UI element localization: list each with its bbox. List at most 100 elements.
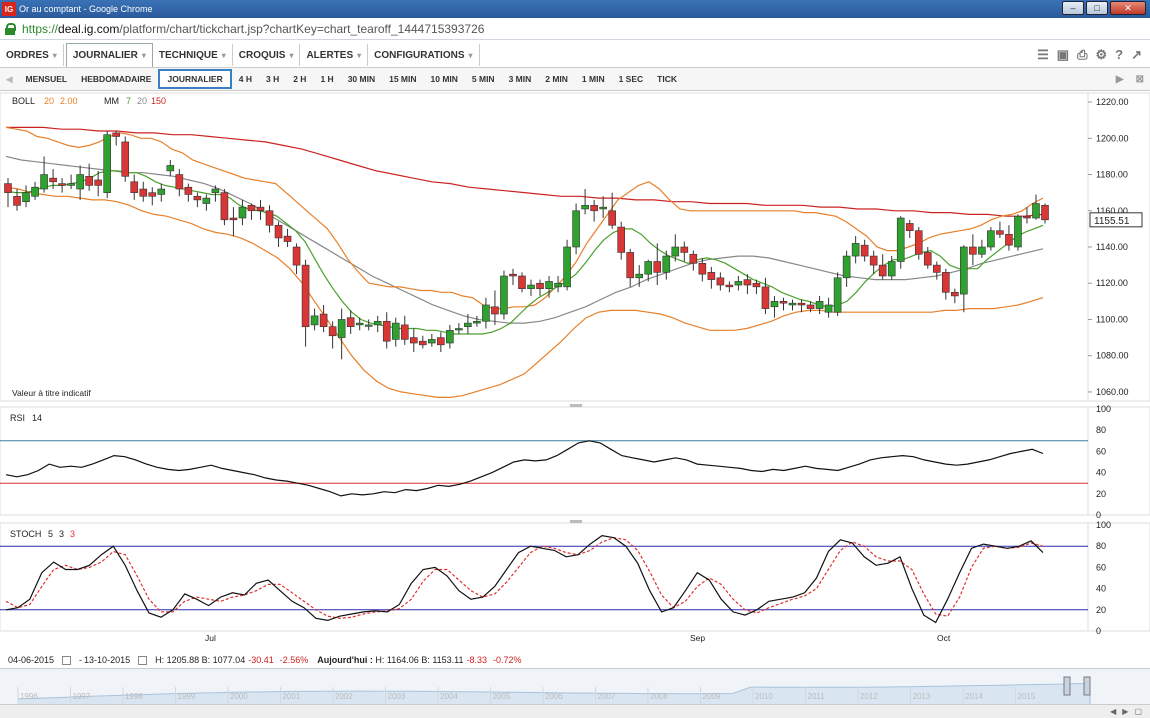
address-bar[interactable]: https://deal.ig.com/platform/chart/tickc… [0,18,1150,40]
scroll-right-icon[interactable]: ▶ [1115,73,1124,85]
minimize-button[interactable]: – [1062,1,1084,15]
candle-down [653,261,662,273]
menu-configurations[interactable]: CONFIGURATIONS ▾ [368,44,480,66]
print-icon[interactable]: ⎙ [1077,47,1088,62]
rsi-pane [0,406,1089,516]
gear-icon[interactable]: ⚙ [1095,47,1108,62]
timeframe-tick[interactable]: TICK [657,74,678,84]
stoch-tick-label: 60 [1096,562,1106,572]
navigator-chart[interactable]: 1996 1997 1998 1999 2000 2001 2002 2003 2004 2005… [0,669,1150,706]
candle-down [292,246,301,266]
menu-technique[interactable]: TECHNIQUE ▾ [153,44,233,66]
close-button[interactable]: ✕ [1110,1,1146,15]
stoch-tick-label: 20 [1096,605,1106,615]
candle-up [554,282,562,288]
image-icon[interactable]: ▣ [1056,47,1070,62]
menu-label: ORDRES [6,49,49,61]
menu-croquis[interactable]: CROQUIS ▾ [233,44,301,66]
navigator-year-label: 2009 [703,692,721,701]
candle-up [851,243,860,257]
layers-icon[interactable]: ☰ [1037,47,1049,62]
timeframe-30-min[interactable]: 30 MIN [347,74,376,84]
price-chart[interactable]: 1220.00 1200.00 1180.00 1160.00 1140.00 1120.… [0,91,1150,646]
timeframe-5-min[interactable]: 5 MIN [471,74,495,84]
price-tick-label: 1160.00 [1096,206,1128,216]
menu-label: JOURNALIER [72,50,138,61]
candle-up [1014,215,1022,248]
candle-up [833,277,842,313]
candle-up [31,186,39,197]
legend-boll-dev: 2.00 [60,96,78,106]
help-icon[interactable]: ? [1115,47,1124,62]
popout-icon[interactable]: ↗ [1131,47,1142,62]
calendar-icon[interactable] [62,655,72,665]
scroll-left-icon[interactable]: ◀ [1110,707,1117,716]
candle-down [130,181,139,193]
x-tick-label: Sep [690,633,705,643]
candle-down [860,244,869,257]
current-price-label: 1155.51 [1094,216,1130,227]
candle-down [969,246,977,255]
candle-down [608,210,616,226]
candle-up [671,246,680,257]
candle-down [590,205,598,212]
legend-boll: BOLL [12,96,35,106]
timeframe-1-sec[interactable]: 1 SEC [618,74,644,84]
maximize-button[interactable]: □ [1086,1,1108,15]
timeframe-hebdomadaire[interactable]: HEBDOMADAIRE [81,74,152,84]
candle-down [409,337,418,344]
price-tick-label: 1180.00 [1096,170,1128,180]
price-tick-label: 1120.00 [1096,278,1128,288]
collapse-icon[interactable]: ⊠ [1135,73,1144,85]
navigator-scrollbar[interactable]: ◀ ▶ ▢ [0,704,1150,718]
candle-down [914,230,923,255]
candle-down [400,324,409,340]
timeframe-4-h[interactable]: 4 H [238,74,252,84]
navigator-year-label: 2001 [283,692,301,701]
zoom-icon[interactable]: ▢ [1134,707,1142,716]
candle-down [382,320,391,342]
timeframe-2-min[interactable]: 2 MIN [545,74,568,84]
stoch-tick-label: 100 [1096,520,1111,530]
scroll-right-icon[interactable]: ▶ [1122,707,1129,716]
chevron-down-icon: ▾ [468,50,473,60]
candle-down [256,206,265,212]
timeframe-10-min[interactable]: 10 MIN [430,74,458,84]
navigator-area [17,682,1091,706]
candle-down [193,195,202,201]
axis-pane [1087,522,1150,632]
timeframe-3-min[interactable]: 3 MIN [508,74,532,84]
timeframe-bar: ◀ MENSUEL HEBDOMADAIRE JOURNALIER 4 H 3 H 2 H… [0,67,1150,91]
timeframe-1-min[interactable]: 1 MIN [581,74,605,84]
axis-pane [1087,92,1150,402]
candle-up [527,284,535,289]
history-navigator[interactable]: 1996 1997 1998 1999 2000 2001 2002 2003 2004 2005… [0,668,1150,706]
date-to: 13-10-2015 [84,655,131,665]
timeframe-1-h[interactable]: 1 H [320,74,334,84]
menu-ordres[interactable]: ORDRES ▾ [0,44,64,66]
timeframe-3-h[interactable]: 3 H [265,74,280,84]
candle-up [166,165,175,172]
rsi-tick-label: 0 [1096,510,1101,520]
menu-journalier[interactable]: JOURNALIER ▾ [65,43,153,67]
chevron-down-icon: ▾ [141,51,146,60]
candle-down [761,286,770,309]
calendar-icon[interactable] [138,655,148,665]
bollinger-upper-line [5,126,1044,310]
candle-down [1041,205,1049,221]
scroll-left-icon[interactable]: ◀ [6,73,13,84]
candle-down [13,195,21,206]
candle-up [599,206,607,210]
candle-up [815,301,824,309]
navigator-handle-left [1063,676,1071,696]
timeframe-2-h[interactable]: 2 H [293,74,307,84]
candle-up [103,134,111,193]
today-low: B: 1153.11 [421,655,464,665]
timeframe-journalier[interactable]: JOURNALIER [158,69,232,89]
timeframe-15-min[interactable]: 15 MIN [389,74,417,84]
today-label: Aujourd'hui : [317,655,373,665]
menu-alertes[interactable]: ALERTES ▾ [300,44,369,66]
chart-area[interactable]: 1220.00 1200.00 1180.00 1160.00 1140.00 1120.… [0,91,1150,646]
timeframe-mensuel[interactable]: MENSUEL [25,74,68,84]
candle-down [707,272,716,280]
